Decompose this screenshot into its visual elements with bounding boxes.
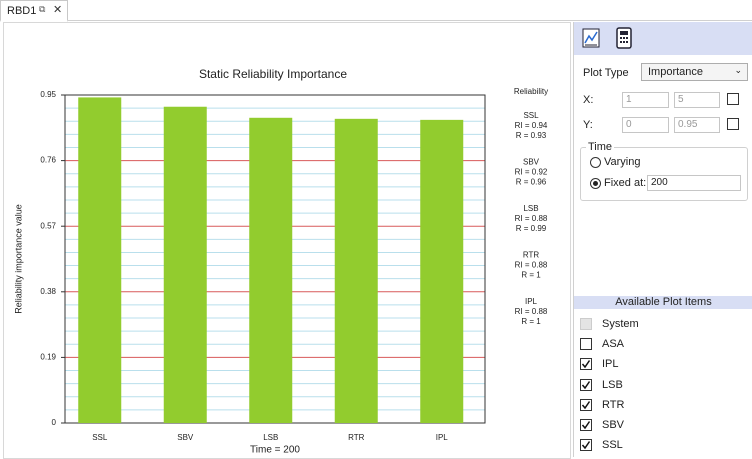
y-max-input[interactable]: 0.95 bbox=[674, 117, 720, 133]
checkbox bbox=[580, 318, 592, 330]
plot-item[interactable]: SSL bbox=[574, 435, 752, 455]
chart-title: Static Reliability Importance bbox=[199, 67, 347, 81]
fixed-time-input[interactable]: 200 bbox=[647, 175, 741, 191]
legend-name: SSL bbox=[523, 111, 539, 120]
legend-r: R = 0.99 bbox=[516, 224, 547, 233]
checkbox[interactable] bbox=[580, 439, 592, 452]
plot-item[interactable]: RTR bbox=[574, 395, 752, 415]
y-range-label: Y: bbox=[583, 119, 593, 131]
legend-r: R = 1 bbox=[521, 317, 541, 326]
plot-item-label: IPL bbox=[602, 358, 619, 371]
radio-button[interactable] bbox=[590, 157, 601, 168]
legend-ri: RI = 0.88 bbox=[515, 214, 548, 223]
x-tick-label: RTR bbox=[348, 433, 365, 442]
plot-item-label: System bbox=[602, 318, 639, 330]
radio-dot bbox=[593, 181, 598, 186]
plot-item-label: RTR bbox=[602, 398, 625, 411]
chart-area: Static Reliability Importance Time = 200… bbox=[3, 22, 571, 459]
plot-items-header: Available Plot Items bbox=[574, 296, 752, 309]
calculator-icon[interactable] bbox=[616, 27, 632, 49]
x-tick-label: IPL bbox=[436, 433, 449, 442]
bar bbox=[249, 117, 293, 424]
check-mark bbox=[581, 421, 591, 430]
bar bbox=[163, 106, 207, 423]
x-max-input[interactable]: 5 bbox=[674, 92, 720, 108]
legend-r: R = 0.96 bbox=[516, 178, 547, 187]
legend-ri: RI = 0.92 bbox=[515, 168, 548, 177]
bar bbox=[334, 118, 378, 424]
plot-item[interactable]: LSB bbox=[574, 375, 752, 395]
x-tick-label: SBV bbox=[177, 433, 194, 442]
legend-name: LSB bbox=[523, 204, 538, 213]
legend-name: IPL bbox=[525, 297, 538, 306]
y-auto-checkbox[interactable] bbox=[727, 118, 739, 130]
checkbox[interactable] bbox=[580, 358, 592, 371]
bar bbox=[78, 97, 122, 423]
radio-label: Fixed at: bbox=[604, 177, 647, 189]
y-tick-label: 0.38 bbox=[40, 287, 56, 296]
x-tick-label: LSB bbox=[263, 433, 278, 442]
y-tick-label: 0.57 bbox=[40, 221, 56, 230]
legend-name: SBV bbox=[523, 158, 540, 167]
legend-ri: RI = 0.88 bbox=[515, 261, 548, 270]
side-panel: Plot Type Importance ⌄ X: 1 5 Y: 0 0.95 … bbox=[573, 22, 752, 457]
checkbox[interactable] bbox=[580, 338, 592, 351]
legend-ri: RI = 0.88 bbox=[515, 307, 548, 316]
check-mark bbox=[581, 380, 591, 389]
close-icon[interactable]: ✕ bbox=[53, 4, 63, 16]
legend-r: R = 0.93 bbox=[516, 131, 547, 140]
y-axis-label: Reliability importance value bbox=[13, 204, 23, 314]
x-axis-label: Time = 200 bbox=[250, 445, 300, 456]
plot-item-label: SBV bbox=[602, 419, 625, 431]
tab[interactable]: RBD1 ⧉ ✕ bbox=[0, 0, 68, 22]
plot-type-select[interactable]: Importance ⌄ bbox=[641, 63, 748, 81]
legend-r: R = 1 bbox=[521, 271, 541, 280]
plot-item-label: LSB bbox=[602, 378, 623, 391]
check-mark bbox=[581, 400, 591, 410]
chart-icon[interactable] bbox=[582, 28, 600, 48]
x-range-label: X: bbox=[583, 94, 594, 106]
tab-title: RBD1 bbox=[7, 5, 37, 17]
plot-item-label: SSL bbox=[602, 439, 623, 452]
y-tick-label: 0.76 bbox=[40, 156, 56, 165]
check-mark bbox=[581, 441, 591, 450]
x-min-input[interactable]: 1 bbox=[622, 92, 669, 108]
check-mark bbox=[581, 360, 591, 369]
time-group-title: Time bbox=[586, 141, 615, 153]
checkbox[interactable] bbox=[580, 419, 592, 431]
radio-label: Varying bbox=[604, 156, 641, 168]
y-tick-label: 0.95 bbox=[40, 90, 56, 99]
plot-item: System bbox=[574, 314, 752, 334]
tab-bar: RBD1 ⧉ ✕ bbox=[0, 0, 752, 22]
y-min-input[interactable]: 0 bbox=[622, 117, 669, 133]
x-tick-label: SSL bbox=[92, 433, 108, 442]
checkbox[interactable] bbox=[580, 378, 592, 391]
legend-name: RTR bbox=[523, 251, 540, 260]
chart: Static Reliability Importance Time = 200… bbox=[8, 59, 568, 458]
pin-icon[interactable]: ⧉ bbox=[39, 4, 46, 14]
dropdown-arrow: ⌄ bbox=[734, 65, 742, 75]
bar bbox=[420, 119, 464, 423]
plot-item-label: ASA bbox=[602, 338, 625, 351]
legend-ri: RI = 0.94 bbox=[515, 121, 548, 130]
toolbar bbox=[574, 22, 752, 55]
legend-title: Reliability bbox=[514, 87, 548, 96]
plot-item[interactable]: SBV bbox=[574, 415, 752, 435]
checkbox[interactable] bbox=[580, 398, 592, 411]
plot-item[interactable]: IPL bbox=[574, 354, 752, 374]
plot-type-value: Importance bbox=[648, 66, 704, 78]
time-group bbox=[580, 147, 748, 201]
plot-type-label: Plot Type bbox=[583, 67, 629, 79]
radio-button[interactable] bbox=[590, 178, 601, 189]
y-tick-label: 0.19 bbox=[40, 353, 56, 362]
plot-item[interactable]: ASA bbox=[574, 334, 752, 354]
x-auto-checkbox[interactable] bbox=[727, 93, 739, 105]
y-tick-label: 0 bbox=[52, 418, 57, 427]
